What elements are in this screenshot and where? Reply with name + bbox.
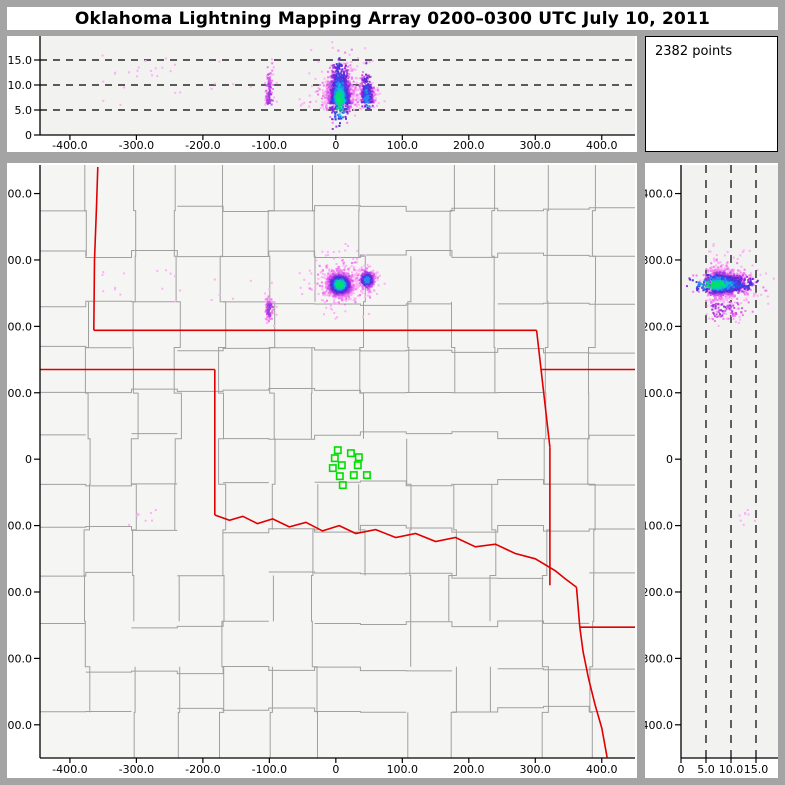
- lma-station-marker: [333, 446, 342, 455]
- northsouth-vs-altitude-panel: -400.0 -300.0 -200.0 -100.0 0 100.0 200.0 300.0…: [645, 163, 778, 778]
- map-plot[interactable]: -400.0 -300.0 -200.0 -100.0 0 100.0 200.0 300.0…: [7, 163, 637, 778]
- map-y-tick-label: -200.0: [7, 586, 32, 599]
- top-y-tick-label: 15.0: [8, 54, 33, 67]
- top-x-tick-label: -400.0: [52, 139, 87, 152]
- map-y-tick-label: 200.0: [7, 320, 32, 333]
- points-count-label: 2382 points: [655, 44, 733, 59]
- right-y-tick-label: 200.0: [645, 320, 673, 333]
- right-x-tick-label: 10.0: [719, 763, 744, 776]
- right-y-tick-label: 400.0: [645, 188, 673, 201]
- map-x-tick-label: -100.0: [252, 763, 287, 776]
- lma-station-marker: [354, 453, 363, 462]
- top-y-tick-label: 10.0: [8, 79, 33, 92]
- state-border-line: [214, 514, 577, 588]
- map-y-tick-label: 400.0: [7, 188, 32, 201]
- lma-station-marker: [338, 481, 347, 490]
- plan-view-map-panel: -400.0 -300.0 -200.0 -100.0 0 100.0 200.0 300.0…: [7, 163, 637, 778]
- right-y-tick-label: -100.0: [645, 520, 673, 533]
- map-x-tick-label: -200.0: [185, 763, 220, 776]
- map-y-tick-label: -400.0: [7, 719, 32, 732]
- map-y-tick-label: -100.0: [7, 520, 32, 533]
- map-x-tick-label: 0: [332, 763, 339, 776]
- right-y-tick-label: -200.0: [645, 586, 673, 599]
- right-panel-plot[interactable]: -400.0 -300.0 -200.0 -100.0 0 100.0 200.0 300.0…: [645, 163, 778, 778]
- altitude-vs-eastwest-panel: 0 5.0 10.0 15.0 -400.0 -300.0 -200.0 -100.0 0 100…: [7, 36, 637, 152]
- top-x-tick-label: 400.0: [586, 139, 618, 152]
- right-y-tick-label: 0: [666, 453, 673, 466]
- lma-station-marker: [353, 461, 362, 470]
- top-x-tick-label: -300.0: [119, 139, 154, 152]
- state-border-line: [93, 166, 99, 331]
- lma-station-marker: [330, 454, 339, 463]
- right-x-tick-label: 0: [678, 763, 685, 776]
- right-y-tick-label: -300.0: [645, 652, 673, 665]
- state-border-line: [579, 627, 608, 758]
- right-y-tick-label: 100.0: [645, 387, 673, 400]
- state-border-line: [575, 587, 581, 628]
- lma-station-marker: [346, 449, 355, 458]
- right-x-tick-label: 5.0: [697, 763, 715, 776]
- top-panel-plot[interactable]: 0 5.0 10.0 15.0 -400.0 -300.0 -200.0 -100.0 0 100…: [7, 36, 637, 152]
- map-y-tick-label: -300.0: [7, 652, 32, 665]
- map-y-tick-label: 300.0: [7, 254, 32, 267]
- top-y-tick-label: 0: [25, 129, 32, 142]
- right-y-tick-label: -400.0: [645, 719, 673, 732]
- top-x-tick-label: 100.0: [387, 139, 419, 152]
- state-border-line: [535, 330, 551, 448]
- top-x-tick-label: -100.0: [252, 139, 287, 152]
- top-x-tick-label: 0: [332, 139, 339, 152]
- lma-station-marker: [335, 472, 344, 481]
- map-x-tick-label: -400.0: [52, 763, 87, 776]
- map-y-tick-label: 100.0: [7, 387, 32, 400]
- top-x-tick-label: 200.0: [453, 139, 485, 152]
- lma-station-marker: [349, 471, 358, 480]
- top-x-tick-label: -200.0: [185, 139, 220, 152]
- right-y-tick-label: 300.0: [645, 254, 673, 267]
- map-x-tick-label: 300.0: [520, 763, 552, 776]
- top-x-tick-label: 300.0: [520, 139, 552, 152]
- page-title: Oklahoma Lightning Mapping Array 0200–03…: [7, 7, 778, 30]
- points-count-box: 2382 points: [645, 36, 778, 152]
- map-x-tick-label: 100.0: [387, 763, 419, 776]
- lma-station-marker: [328, 464, 337, 473]
- right-x-tick-label: 15.0: [744, 763, 769, 776]
- top-y-tick-label: 5.0: [15, 104, 33, 117]
- map-x-tick-label: -300.0: [119, 763, 154, 776]
- map-x-tick-label: 200.0: [453, 763, 485, 776]
- lma-station-marker: [337, 461, 346, 470]
- map-y-tick-label: 0: [25, 453, 32, 466]
- lma-station-marker: [362, 471, 371, 480]
- map-x-tick-label: 400.0: [586, 763, 618, 776]
